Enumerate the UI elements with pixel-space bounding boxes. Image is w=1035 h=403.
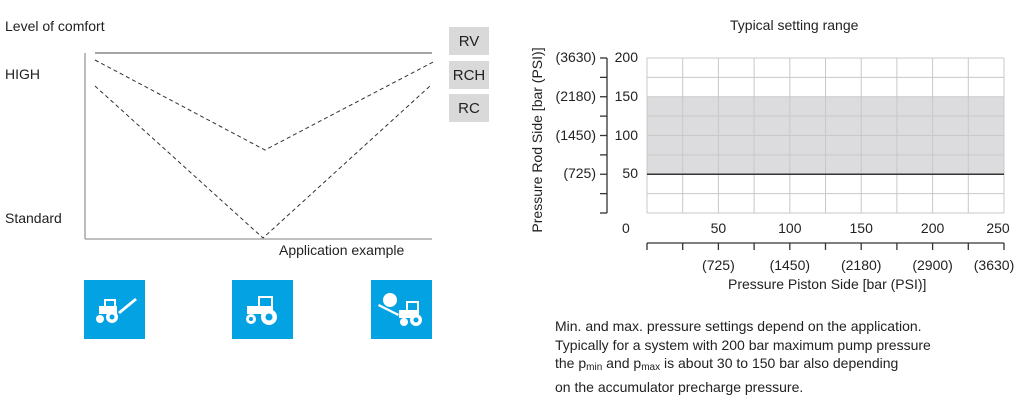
x-axis-title: Pressure Piston Side [bar (PSI)] <box>728 276 927 292</box>
pmin-subscript: min <box>586 362 603 373</box>
y-tick-label: 200 <box>614 49 638 65</box>
y-tick-psi-label: (725) <box>563 165 596 182</box>
pressure-chart <box>600 57 1005 250</box>
y-tick-psi-label: (1450) <box>555 126 596 143</box>
x-tick-label: 50 <box>710 220 727 236</box>
comfort-chart <box>84 52 436 240</box>
tractor-front-mower-icon <box>84 280 145 339</box>
x-tick-psi-label: (2900) <box>912 257 953 273</box>
x-tick-psi-label: (1450) <box>769 257 811 273</box>
y-tick-label: 150 <box>614 87 638 104</box>
level-standard-label: Standard <box>5 210 62 226</box>
x-tick-label: 250 <box>986 220 1010 236</box>
x-tick-psi-label: (725) <box>702 257 735 273</box>
x-tick-psi-label: (3630) <box>973 257 1015 273</box>
note-fragment: and p <box>602 355 642 371</box>
note-line: Min. and max. pressure settings depend o… <box>555 318 922 334</box>
x-tick-label: 150 <box>849 220 873 236</box>
application-axis-label: Application example <box>279 242 405 258</box>
y-tick-label: 100 <box>614 126 638 143</box>
note-text: Min. and max. pressure settings depend o… <box>555 317 1025 396</box>
y-tick-label: 50 <box>622 165 638 182</box>
level-high-label: HIGH <box>5 66 40 82</box>
y-tick-psi-label: (2180) <box>555 87 596 104</box>
x-tick-psi-label: (2180) <box>840 257 882 273</box>
note-line: the pmin and pmax is about 30 to 150 bar… <box>555 354 1025 378</box>
legend-rc: RC <box>449 94 489 122</box>
note-fragment: is about 30 to 150 bar also depending <box>660 355 899 371</box>
legend-rv: RV <box>449 27 489 55</box>
note-line: on the accumulator precharge pressure. <box>555 378 804 395</box>
tractor-front-loader-bale-icon <box>371 280 432 339</box>
rc-line <box>94 85 431 239</box>
note-line: Typically for a system with 200 bar maxi… <box>555 336 931 353</box>
rch-line <box>94 59 436 151</box>
x-tick-label: 200 <box>920 220 945 236</box>
pmax-subscript: max <box>641 362 661 373</box>
note-fragment: the p <box>555 355 587 371</box>
x-tick-label: 100 <box>778 220 802 236</box>
y-tick-psi-label: (3630) <box>555 49 596 65</box>
origin-label: 0 <box>622 220 630 236</box>
comfort-axis-label: Level of comfort <box>5 18 105 34</box>
tractor-icon <box>232 280 293 339</box>
chart-title: Typical setting range <box>730 17 859 33</box>
legend-rch: RCH <box>449 61 489 89</box>
